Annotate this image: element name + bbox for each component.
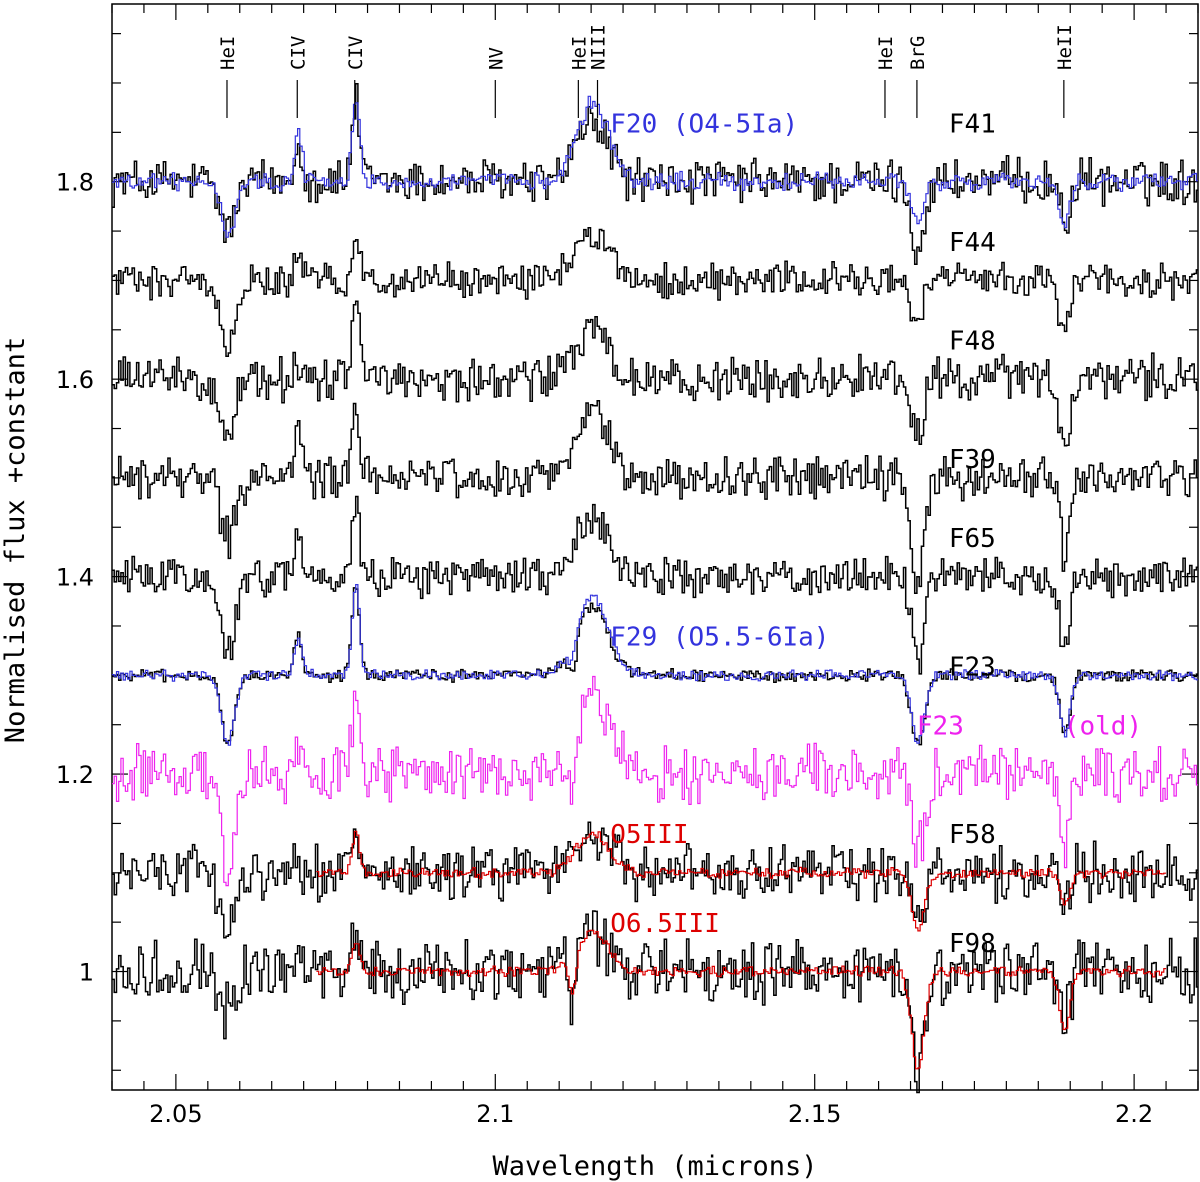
line-id-label: NV [485,47,507,70]
y-axis-title: Normalised flux +constant [0,337,31,743]
spectrum-o5iii [316,830,1167,932]
series-layer [112,83,1198,1094]
line-id-label: HeII [1054,24,1076,70]
line-id-label: HeI [875,36,897,70]
spectrum-f41 [112,83,1198,266]
x-tick-label: 2.15 [788,1100,841,1128]
line-id-label: HeI [568,36,590,70]
spectrum-label: F58 [949,820,996,850]
spectrum-label: O6.5III [610,909,720,939]
y-tick-label: 1.2 [56,761,94,789]
spectrum-label: F39 [949,445,996,475]
spectrum-f20-o4-5ia [112,95,1198,238]
spectrum-f65 [112,495,1198,675]
y-tick-label: 1.6 [56,366,94,394]
line-id-label: CIV [345,36,367,70]
spectrum-label: O5III [610,820,688,850]
spectrum-f39 [112,400,1198,595]
spectrum-label: F29 (O5.5-6Ia) [610,623,829,653]
spectrum-label: (old) [1064,712,1142,742]
x-tick-label: 2.1 [476,1100,514,1128]
x-tick-label: 2.05 [149,1100,202,1128]
x-axis-title: Wavelength (microns) [492,1151,817,1182]
spectrum-f23 [112,587,1198,746]
spectrum-o6-5iii [316,929,1167,1070]
y-tick-label: 1.4 [56,564,94,592]
line-id-label: BrG [907,36,929,70]
spectrum-f44 [112,227,1198,358]
spectrum-label: F23 [917,712,964,742]
x-axis: 2.05 2.1 2.15 2.2 [111,4,1199,1128]
line-id-label: CIV [287,36,309,70]
spectrum-label: F41 [949,109,996,139]
y-tick-label: 1 [79,959,94,987]
spectrum-label: F23 [949,652,996,682]
spectrum-f98 [112,910,1198,1094]
line-id-label: HeI [217,36,239,70]
spectrum-f23-old [112,675,1198,887]
spectrum-label: F44 [949,228,996,258]
line-id-label: NIII [588,24,610,70]
spectrum-f58 [112,821,1198,939]
spectrum-label: F20 (O4-5Ia) [610,109,798,139]
star-labels: F20 (O4-5Ia) F41 F44 F48 F39 F65 F29 (O5.5-6Ia… [610,109,1142,958]
spectrum-label: F98 [949,929,996,959]
y-tick-label: 1.8 [56,169,94,197]
spectrum-label: F65 [949,524,996,554]
spectrum-label: F48 [949,327,996,357]
x-tick-label: 2.2 [1115,1100,1153,1128]
spectrum-f29-o5-5-6ia [112,584,1198,746]
spectrum-f48 [112,300,1198,447]
